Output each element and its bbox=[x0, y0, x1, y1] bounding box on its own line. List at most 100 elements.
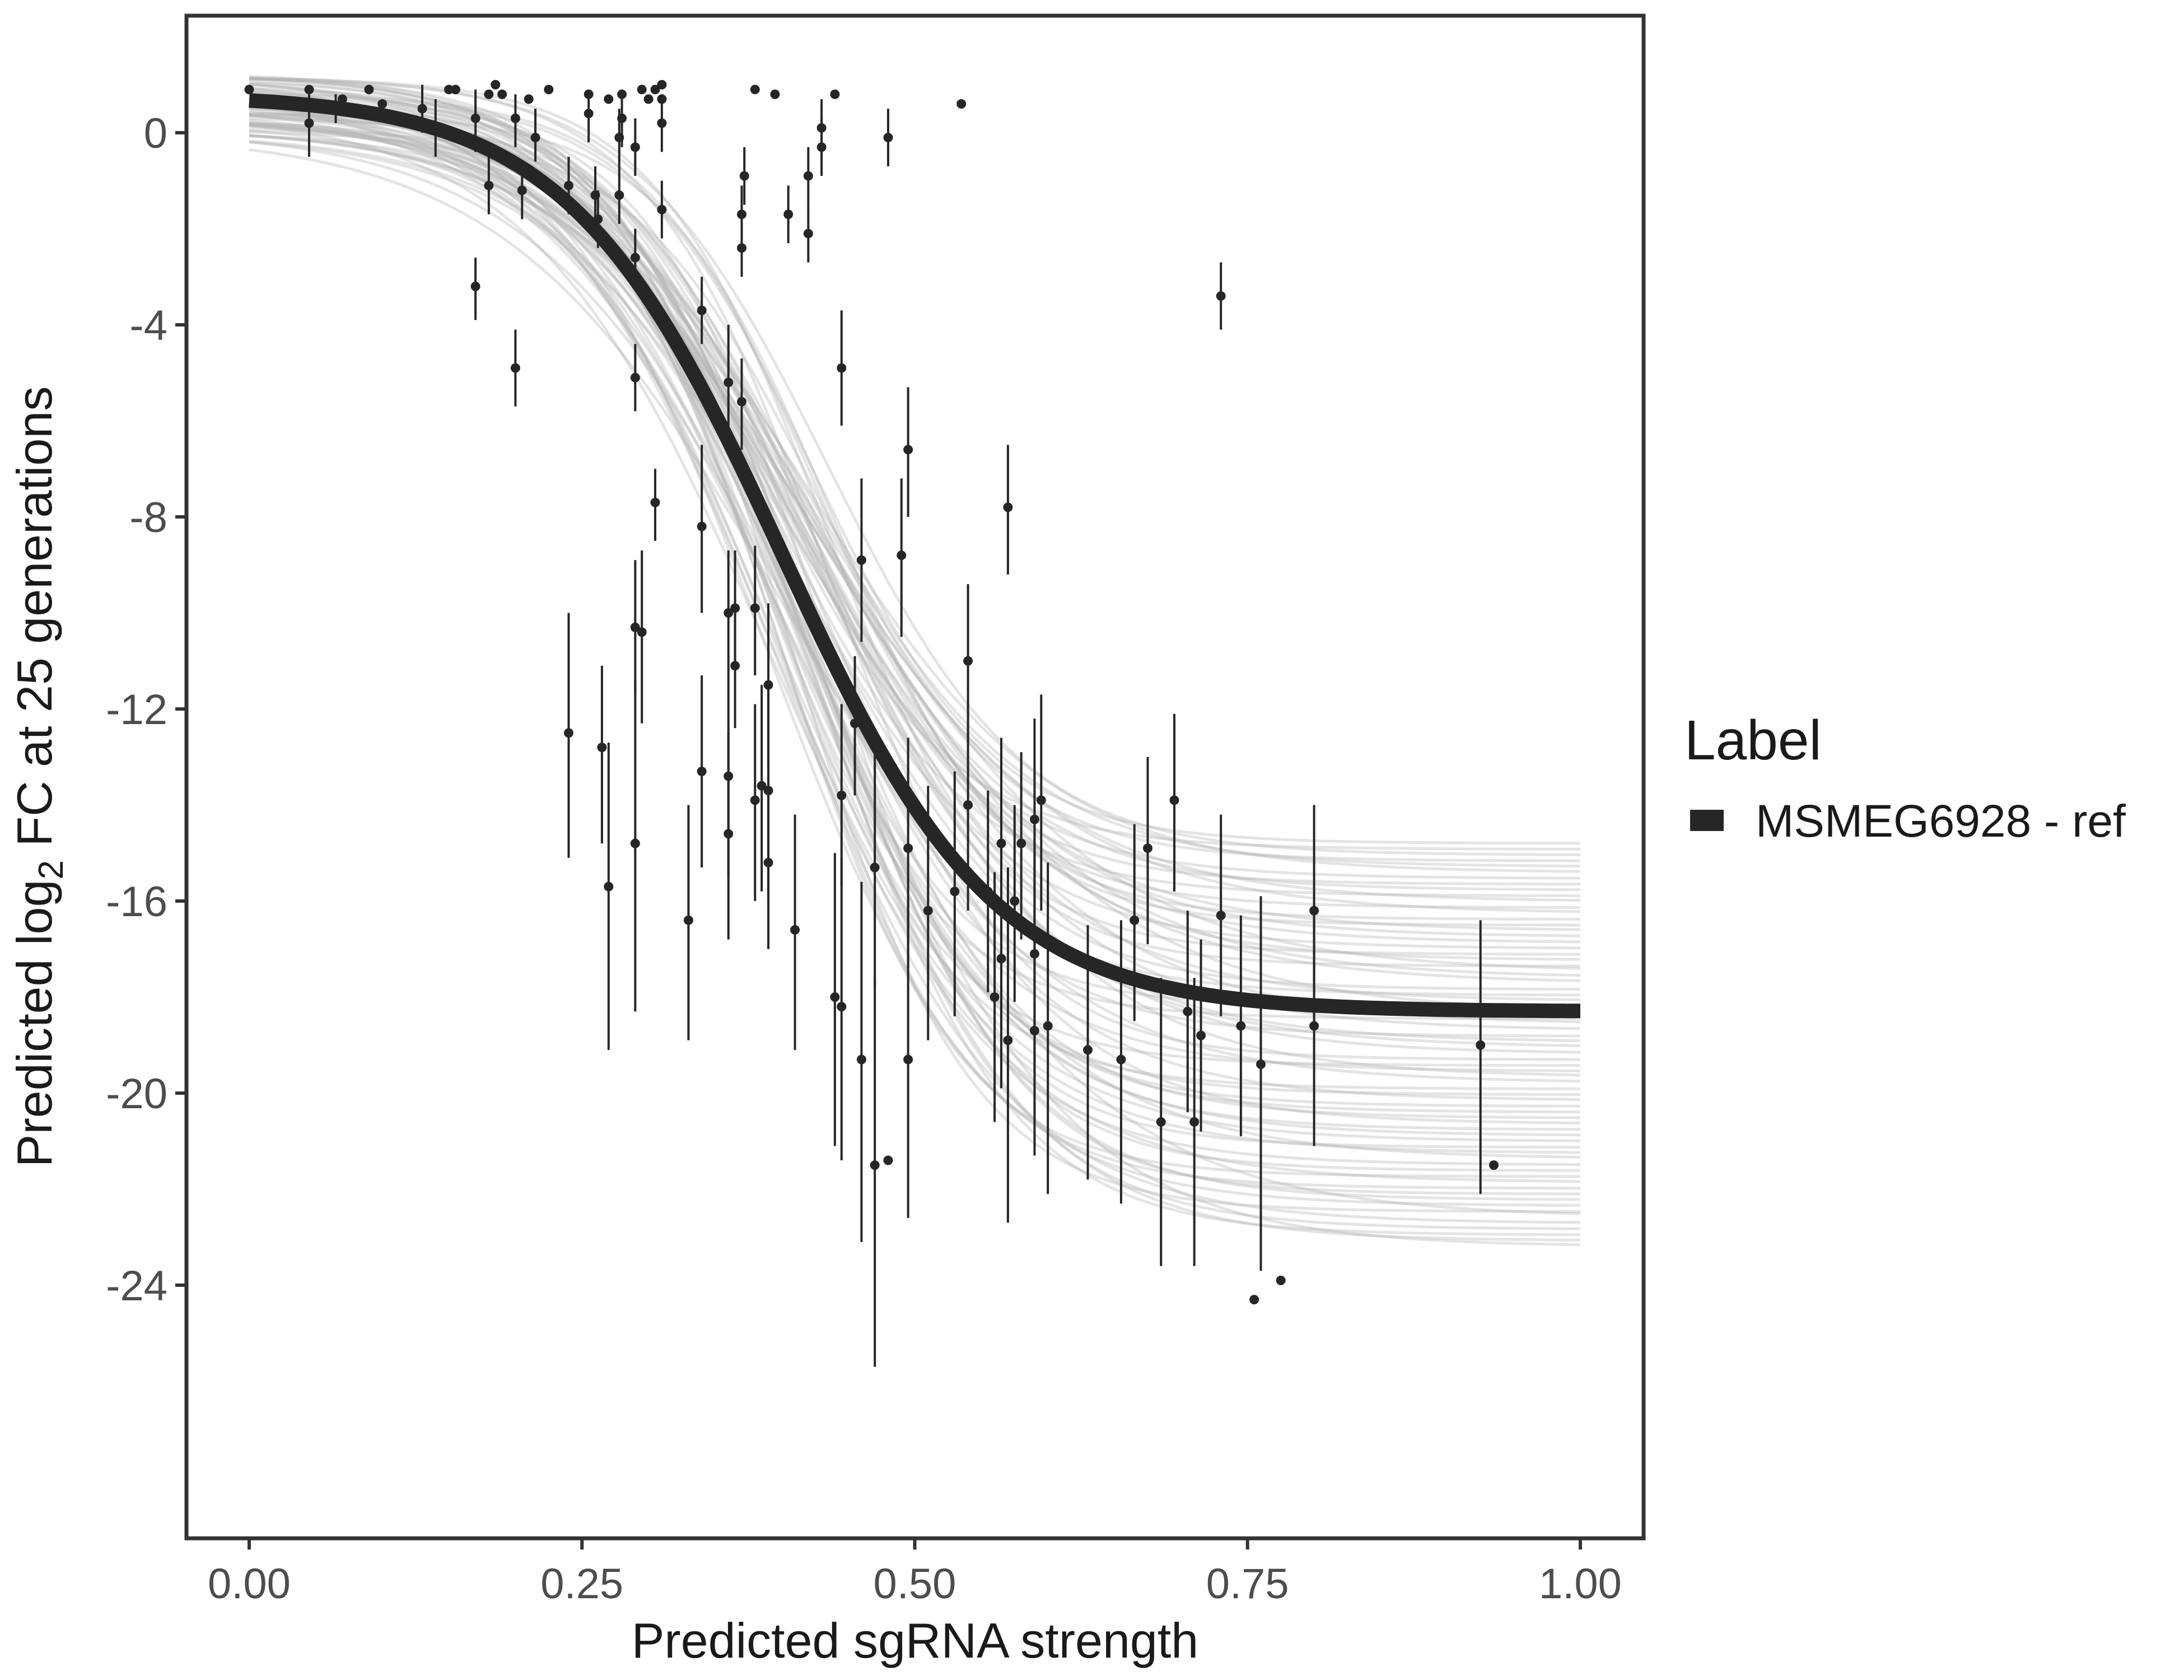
y-axis: 0 -4 -8 -12 -16 -20 -24 bbox=[106, 110, 185, 1310]
posterior-draw-line bbox=[249, 123, 1581, 1242]
data-point bbox=[803, 228, 813, 239]
posterior-draw-line bbox=[249, 87, 1580, 886]
data-point bbox=[650, 85, 660, 95]
data-point bbox=[491, 80, 501, 90]
y-tick-label: -8 bbox=[129, 494, 167, 542]
data-point bbox=[590, 190, 600, 200]
data-point bbox=[856, 1054, 866, 1065]
data-point bbox=[584, 109, 594, 119]
data-point bbox=[870, 1160, 880, 1170]
posterior-draw-line bbox=[249, 81, 1581, 1119]
posterior-draw-line bbox=[249, 121, 1581, 868]
data-point bbox=[470, 113, 480, 123]
posterior-draw-line bbox=[249, 124, 1581, 1030]
posterior-draw-line bbox=[249, 122, 1581, 1137]
data-point bbox=[450, 85, 460, 95]
data-point bbox=[1236, 1021, 1246, 1031]
data-point bbox=[990, 992, 1000, 1002]
data-point bbox=[630, 142, 640, 152]
data-point bbox=[1116, 1054, 1126, 1065]
legend-title: Label bbox=[1684, 709, 1822, 772]
y-axis-title-suffix: FC at 25 generations bbox=[7, 386, 62, 860]
posterior-draw-line bbox=[249, 99, 1581, 1172]
data-point bbox=[1130, 915, 1140, 925]
data-point bbox=[1169, 795, 1179, 805]
data-point bbox=[544, 85, 554, 95]
data-point bbox=[1156, 1117, 1166, 1127]
data-points bbox=[244, 80, 1499, 1305]
posterior-draw-line bbox=[249, 75, 1580, 851]
data-point bbox=[604, 94, 614, 104]
data-point bbox=[650, 497, 660, 507]
posterior-draw-line bbox=[249, 113, 1581, 1159]
posterior-draw-line bbox=[249, 109, 1581, 1142]
data-point bbox=[1196, 1030, 1206, 1040]
data-point bbox=[724, 608, 734, 618]
data-point bbox=[1476, 1040, 1486, 1050]
plot-panel-border bbox=[184, 13, 1646, 1541]
data-point bbox=[630, 372, 640, 382]
data-point bbox=[604, 881, 614, 892]
data-point bbox=[657, 118, 667, 128]
data-point bbox=[1256, 1060, 1266, 1070]
data-point bbox=[304, 118, 314, 128]
data-point bbox=[763, 786, 773, 796]
posterior-draw-line bbox=[249, 134, 1581, 977]
data-point bbox=[763, 680, 773, 690]
legend-key bbox=[1690, 810, 1724, 831]
data-point bbox=[1488, 1160, 1499, 1170]
data-point bbox=[657, 94, 667, 104]
data-point bbox=[1016, 838, 1026, 848]
y-tick-label: -4 bbox=[129, 302, 167, 349]
data-point bbox=[837, 790, 847, 800]
data-point bbox=[956, 99, 967, 109]
fit-curve-line bbox=[249, 93, 1580, 1019]
data-point bbox=[484, 89, 494, 99]
data-point bbox=[617, 89, 627, 99]
data-point bbox=[770, 89, 780, 99]
posterior-draw-line bbox=[249, 76, 1581, 856]
data-point bbox=[510, 113, 520, 123]
posterior-draw-line bbox=[249, 115, 1581, 1131]
data-point bbox=[903, 445, 913, 455]
x-tick-label: 0.25 bbox=[540, 1560, 623, 1608]
data-point bbox=[963, 656, 973, 666]
data-point bbox=[790, 925, 800, 935]
data-point bbox=[736, 243, 746, 253]
data-point bbox=[614, 190, 624, 200]
data-point bbox=[630, 622, 640, 632]
x-tick-label: 0.00 bbox=[208, 1560, 291, 1608]
posterior-draw-line bbox=[249, 134, 1581, 880]
data-point bbox=[1183, 1006, 1193, 1016]
data-point bbox=[617, 113, 627, 123]
data-point bbox=[637, 85, 647, 95]
data-point bbox=[1189, 1117, 1200, 1127]
posterior-draw-line bbox=[249, 83, 1581, 902]
data-point bbox=[614, 133, 624, 143]
data-point bbox=[1083, 1045, 1093, 1055]
y-axis-title: Predicted log2 FC at 25 generations bbox=[7, 386, 71, 1167]
data-point bbox=[763, 857, 773, 867]
posterior-draw-line bbox=[249, 83, 1581, 944]
data-point bbox=[1003, 1035, 1013, 1046]
posterior-draw-line bbox=[249, 100, 1581, 1072]
data-point bbox=[950, 886, 960, 897]
data-point bbox=[830, 89, 840, 99]
data-point bbox=[524, 94, 534, 104]
data-point bbox=[630, 253, 640, 263]
legend: Label MSMEG6928 - ref bbox=[1684, 709, 2126, 847]
data-point bbox=[444, 85, 454, 95]
data-point bbox=[697, 521, 707, 531]
data-point bbox=[739, 171, 749, 181]
data-point bbox=[750, 85, 760, 95]
x-tick-label: 1.00 bbox=[1539, 1560, 1622, 1608]
posterior-draw-line bbox=[249, 123, 1581, 1183]
data-point bbox=[584, 89, 594, 99]
posterior-draw-line bbox=[249, 140, 1581, 1083]
data-point bbox=[244, 85, 254, 95]
posterior-draw-line bbox=[249, 97, 1580, 1196]
posterior-draw-line bbox=[249, 125, 1581, 873]
data-point bbox=[497, 89, 507, 99]
y-tick-label: -12 bbox=[106, 686, 167, 734]
